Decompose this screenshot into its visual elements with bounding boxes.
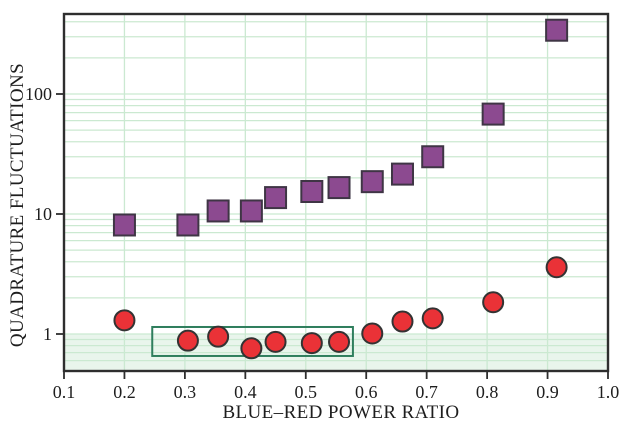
circle-marker: [207, 325, 230, 348]
circle-marker: [391, 310, 414, 333]
circle-marker: [113, 309, 136, 332]
square-marker: [327, 176, 351, 200]
square-marker: [300, 179, 324, 203]
circle-marker: [240, 337, 263, 360]
circle-marker: [545, 256, 568, 279]
x-tick-label: 0.6: [355, 382, 378, 402]
circle-marker: [482, 291, 505, 314]
y-tick-label: 100: [25, 84, 52, 104]
square-marker: [545, 18, 569, 42]
x-tick-label: 1.0: [597, 382, 620, 402]
circle-marker: [300, 332, 323, 355]
square-marker: [176, 213, 200, 237]
circle-marker: [264, 330, 287, 353]
y-tick-label: 1: [43, 324, 52, 344]
square-marker: [360, 170, 384, 194]
square-marker: [264, 186, 288, 210]
x-tick-label: 0.4: [234, 382, 257, 402]
circle-marker: [176, 329, 199, 352]
x-tick-label: 0.3: [174, 382, 197, 402]
circle-marker: [421, 307, 444, 330]
circle-marker: [328, 330, 351, 353]
tick-labels: 0.1 0.2 0.3 0.4 0.5 0.6 0.7 0.8 0.9 1.0 1 10 100: [25, 84, 619, 402]
x-tick-label: 0.9: [536, 382, 559, 402]
plot-frame: [62, 12, 610, 373]
square-marker: [390, 162, 414, 186]
x-tick-label: 0.8: [476, 382, 499, 402]
circle-marker: [361, 322, 384, 345]
y-axis-title: QUADRATURE FLUCTUATIONS: [7, 62, 28, 348]
x-tick-label: 0.7: [415, 382, 438, 402]
x-tick-label: 0.1: [53, 382, 76, 402]
square-marker: [421, 145, 445, 169]
series-circles: [113, 256, 568, 360]
square-marker: [112, 213, 136, 237]
x-tick-label: 0.5: [295, 382, 318, 402]
square-marker: [206, 199, 230, 223]
square-marker: [239, 199, 263, 223]
y-tick-label: 10: [34, 204, 52, 224]
square-marker: [481, 102, 505, 126]
x-axis-title: BLUE–RED POWER RATIO: [222, 402, 460, 423]
series-squares: [112, 18, 569, 237]
axis-ticks: [56, 93, 609, 379]
x-tick-label: 0.2: [113, 382, 136, 402]
